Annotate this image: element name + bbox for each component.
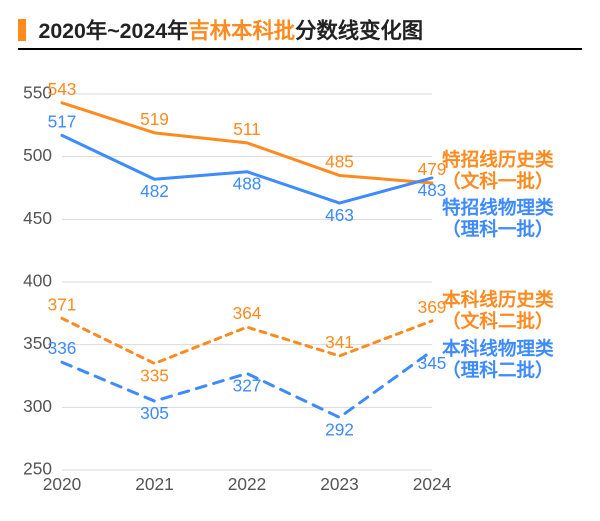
title-accent-bar (18, 19, 26, 41)
title-text: 2020年~2024年吉林本科批分数线变化图 (38, 19, 423, 43)
legend-line1: 本科线历史类 (442, 289, 554, 310)
title-prefix: 2020年~2024年 (38, 19, 188, 43)
point-label: 336 (48, 338, 77, 358)
title-rule (18, 48, 582, 50)
point-label: 335 (140, 365, 169, 385)
plot-svg: 2503003504004505005502020202120222023202… (18, 70, 588, 510)
x-tick-label: 2022 (228, 474, 266, 494)
point-label: 543 (48, 79, 77, 99)
legend-tezhao_physics: 特招线物理类（理科一批） (442, 197, 554, 239)
point-label: 364 (233, 303, 262, 323)
legend-line2: （文科二批） (442, 310, 554, 331)
y-tick-label: 450 (23, 208, 52, 228)
point-label: 371 (48, 294, 77, 314)
legend-line2: （理科二批） (442, 359, 554, 380)
chart-title: 2020年~2024年吉林本科批分数线变化图 (18, 14, 582, 45)
x-tick-label: 2023 (320, 474, 358, 494)
x-tick-label: 2021 (135, 474, 173, 494)
line-chart: 2503003504004505005502020202120222023202… (18, 70, 588, 507)
legend-line1: 特招线历史类 (442, 149, 554, 170)
legend-line1: 特招线物理类 (442, 197, 554, 218)
title-highlight: 吉林本科批 (188, 19, 295, 43)
y-tick-label: 300 (23, 396, 52, 416)
legend-line2: （理科一批） (442, 218, 554, 239)
point-label: 488 (233, 174, 262, 194)
legend-tezhao_history: 特招线历史类（文科一批） (442, 149, 554, 191)
point-label: 292 (325, 419, 354, 439)
legend-benke_physics: 本科线物理类（理科二批） (442, 338, 554, 380)
x-tick-label: 2020 (43, 474, 81, 494)
legend-line1: 本科线物理类 (442, 338, 554, 359)
point-label: 517 (48, 111, 77, 131)
point-label: 327 (233, 375, 262, 395)
point-label: 305 (140, 403, 169, 423)
y-tick-label: 500 (23, 145, 52, 165)
point-label: 482 (140, 181, 169, 201)
point-label: 341 (325, 332, 354, 352)
title-suffix: 分数线变化图 (295, 19, 423, 43)
legend-benke_history: 本科线历史类（文科二批） (442, 289, 554, 331)
x-tick-label: 2024 (413, 474, 452, 494)
page-root: { "title": { "prefix_black": "2020年~2024… (0, 0, 600, 521)
series-line-benke_history (62, 318, 432, 363)
point-label: 463 (325, 205, 354, 225)
legend-line2: （文科一批） (442, 170, 554, 191)
point-label: 511 (233, 119, 261, 139)
point-label: 485 (325, 151, 354, 171)
point-label: 519 (140, 109, 169, 129)
y-tick-label: 400 (23, 271, 52, 291)
